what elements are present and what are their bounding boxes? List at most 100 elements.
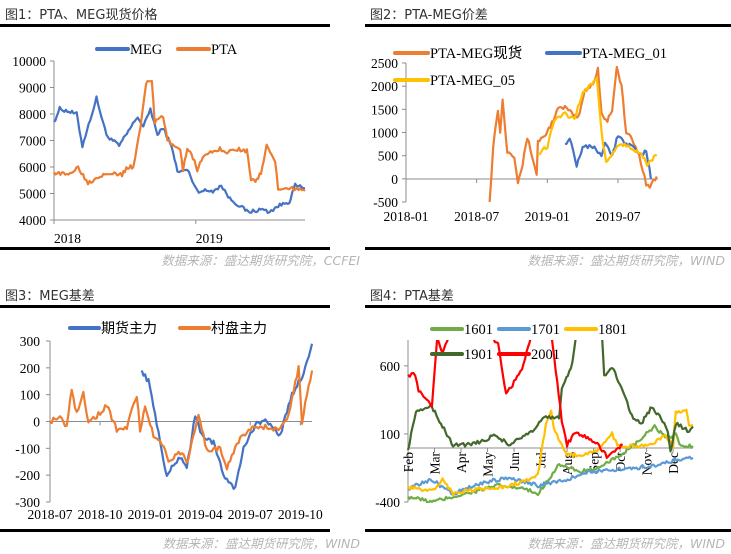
legend-item: PTA-MEG_01 <box>545 46 667 62</box>
x-tick-label: Nov <box>640 452 655 475</box>
legend-label: 1901 <box>464 347 493 363</box>
chart2-source: 数据来源：盛达期货研究院，WIND <box>527 253 725 268</box>
y-tick-label: 100 <box>380 427 401 442</box>
y-tick-label: 0 <box>391 172 398 187</box>
y-tick-label: -400 <box>375 495 400 510</box>
divider <box>0 24 330 27</box>
x-tick-label: 2019-01 <box>525 209 570 224</box>
x-tick-label: 2019-04 <box>178 507 223 522</box>
legend-label: 1601 <box>464 322 493 338</box>
legend-item: 1701 <box>497 322 560 338</box>
chart2-title: 图2：PTA-MEG价差 <box>370 8 488 23</box>
x-tick-label: 2018 <box>54 231 81 246</box>
y-tick-label: 0 <box>33 415 40 430</box>
chart-2: -500 0 500 1000 1500 2000 2500 2018-01 2018-07 20… <box>371 45 667 224</box>
series-line-2001 <box>407 340 623 459</box>
legend-item: PTA-MEG_05 <box>393 73 515 89</box>
series-line-- <box>49 365 314 471</box>
x-tick-label: 2019-10 <box>278 507 323 522</box>
y-tick-label: -500 <box>373 195 398 210</box>
series-group <box>406 340 694 503</box>
series-group <box>53 79 306 214</box>
chart4-title: 图4：PTA基差 <box>370 289 454 304</box>
series-line-1701 <box>407 455 694 496</box>
legend-label: 期货主力 <box>101 320 157 337</box>
divider <box>0 305 330 308</box>
y-tick-label: 200 <box>20 361 41 376</box>
chart1-title: 图1：PTA、MEG现货价格 <box>5 8 158 23</box>
y-tick-label: 6000 <box>19 160 46 175</box>
x-tick-label: 2018-07 <box>454 209 499 224</box>
divider <box>365 247 731 250</box>
chart3-title: 图3：MEG基差 <box>5 289 95 304</box>
x-tick-label: Feb <box>401 452 416 473</box>
legend-label: 村盘主力 <box>211 320 267 337</box>
y-tick-label: 500 <box>378 149 399 164</box>
legend-label: 1701 <box>531 322 560 338</box>
series-line-1901 <box>406 340 694 453</box>
series-group <box>488 65 658 203</box>
x-tick-label: 2018-10 <box>78 507 123 522</box>
series-line-meg <box>53 95 306 214</box>
y-tick-label: 2500 <box>371 56 398 71</box>
x-tick-label: Mar <box>428 452 443 475</box>
legend-label: 2001 <box>531 347 560 363</box>
y-tick-label: -200 <box>15 468 40 483</box>
legend-item: 村盘主力 <box>178 320 267 337</box>
legend-item: 1601 <box>430 322 493 338</box>
x-tick-label: 2018-07 <box>28 507 73 522</box>
y-tick-label: 7000 <box>19 134 46 149</box>
chart-3: -300 -200 -100 0 100 200 300 2018-07 2018-10 2019… <box>15 320 323 522</box>
y-tick-label: 2000 <box>371 79 398 94</box>
series-line-pta-meg-05 <box>537 76 658 168</box>
chart3-source: 数据来源：盛达期货研究院，WIND <box>162 536 360 551</box>
series-line-1601 <box>407 424 694 503</box>
chart4-source: 数据来源：盛达期货研究院，WIND <box>527 536 725 551</box>
x-tick-label: 2019-07 <box>228 507 273 522</box>
y-tick-label: 1000 <box>371 126 398 141</box>
x-tick-label: Apr <box>454 452 469 473</box>
divider <box>365 529 731 532</box>
legend-item: 1901 <box>430 347 493 363</box>
x-tick-label: Aug <box>560 452 575 475</box>
legend-item: 1801 <box>564 322 627 338</box>
chart1-source: 数据来源：盛达期货研究院，CCFEI <box>161 253 360 268</box>
legend-item: MEG <box>95 42 163 58</box>
legend-item: 期货主力 <box>68 320 157 337</box>
divider <box>0 247 330 250</box>
x-tick-label: May <box>481 452 496 477</box>
y-tick-label: 8000 <box>19 107 46 122</box>
chart-1: 4000 5000 6000 7000 8000 9000 10000 2018 2019 MEG… <box>12 42 306 246</box>
y-tick-label: -300 <box>15 495 40 510</box>
legend-label: PTA <box>211 42 238 58</box>
legend-label: PTA-MEG现货 <box>430 45 522 62</box>
y-tick-label: 5000 <box>19 187 46 202</box>
x-tick-label: 2018-01 <box>384 209 429 224</box>
legend-label: 1801 <box>598 322 627 338</box>
series-line-pta-meg-01 <box>564 135 652 179</box>
y-tick-label: 4000 <box>19 213 46 228</box>
y-tick-label: 9000 <box>19 81 46 96</box>
legend-item: PTA-MEG现货 <box>393 45 522 62</box>
y-tick-label: -100 <box>15 441 40 456</box>
y-tick-label: 100 <box>20 388 41 403</box>
divider <box>0 529 330 532</box>
y-tick-label: 10000 <box>12 54 46 69</box>
divider <box>365 305 731 308</box>
legend-label: PTA-MEG_01 <box>582 46 667 62</box>
series-line-pta <box>53 79 306 192</box>
y-tick-label: 1500 <box>371 102 398 117</box>
y-tick-label: 600 <box>380 359 401 374</box>
divider <box>365 24 731 27</box>
legend-item: PTA <box>176 42 238 58</box>
x-tick-label: Jun <box>507 452 522 471</box>
legend-item: 2001 <box>497 347 560 363</box>
x-tick-label: 2019 <box>196 231 223 246</box>
x-tick-label: Dec <box>666 452 681 474</box>
x-tick-label: 2019-01 <box>128 507 173 522</box>
series-group <box>49 343 314 490</box>
legend-label: MEG <box>130 42 163 58</box>
legend-label: PTA-MEG_05 <box>430 73 515 89</box>
